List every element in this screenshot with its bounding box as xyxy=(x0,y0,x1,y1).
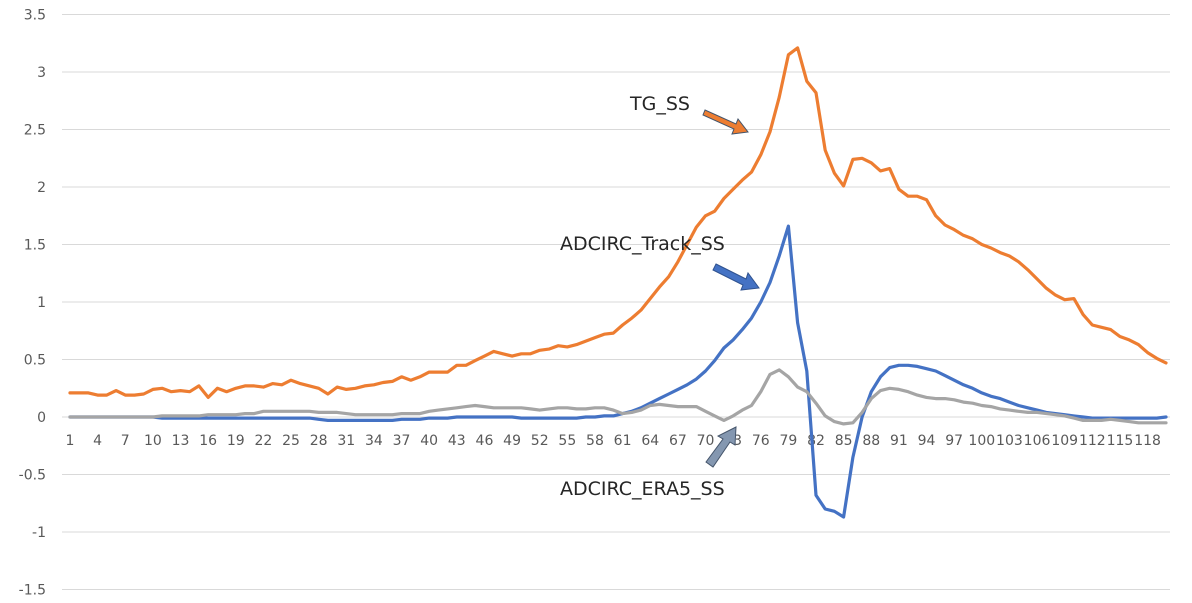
x-tick-label: 109 xyxy=(1051,433,1078,449)
x-tick-label: 115 xyxy=(1107,433,1134,449)
x-tick-label: 43 xyxy=(448,433,466,449)
x-tick-label: 31 xyxy=(337,433,355,449)
x-tick-label: 25 xyxy=(282,433,300,449)
x-tick-label: 97 xyxy=(945,433,963,449)
x-tick-label: 1 xyxy=(66,433,75,449)
x-tick-label: 40 xyxy=(420,433,438,449)
series-line-adcirc-track-ss xyxy=(68,224,1168,519)
x-tick-label: 82 xyxy=(807,433,825,449)
x-tick-label: 61 xyxy=(614,433,632,449)
x-tick-label: 91 xyxy=(890,433,908,449)
annotation-era5-ss: ADCIRC_ERA5_SS xyxy=(560,478,725,500)
annotation-tg-ss: TG_SS xyxy=(629,93,690,115)
x-tick-label: 52 xyxy=(531,433,549,449)
x-tick-label: 79 xyxy=(779,433,797,449)
series-line-tg-ss xyxy=(68,46,1168,399)
x-tick-label: 94 xyxy=(918,433,936,449)
annotation-track-ss: ADCIRC_Track_SS xyxy=(560,233,725,255)
y-tick-label: 1 xyxy=(37,295,46,311)
y-tick-label: 2.5 xyxy=(24,123,46,139)
track-ss-arrow-icon xyxy=(712,263,760,291)
tg-ss-arrow-icon xyxy=(702,109,749,135)
x-tick-label: 22 xyxy=(254,433,272,449)
x-tick-label: 118 xyxy=(1134,433,1161,449)
x-tick-label: 112 xyxy=(1079,433,1106,449)
y-tick-label: -0.5 xyxy=(19,468,46,484)
x-tick-label: 100 xyxy=(968,433,995,449)
era5-ss-arrow-icon xyxy=(705,426,737,468)
x-tick-label: 106 xyxy=(1024,433,1051,449)
y-tick-label: 2 xyxy=(37,180,46,196)
x-tick-label: 28 xyxy=(310,433,328,449)
y-tick-label: 0 xyxy=(37,410,46,426)
gridlines xyxy=(62,14,1170,590)
x-tick-label: 7 xyxy=(121,433,130,449)
x-tick-label: 37 xyxy=(393,433,411,449)
x-tick-label: 67 xyxy=(669,433,687,449)
y-axis-ticks: -1.5 -1 -0.5 0 0.5 1 1.5 2 2.5 3 3.5 xyxy=(19,8,46,599)
x-tick-label: 58 xyxy=(586,433,604,449)
x-tick-label: 76 xyxy=(752,433,770,449)
x-tick-label: 103 xyxy=(996,433,1023,449)
x-tick-label: 70 xyxy=(697,433,715,449)
x-axis-ticks: 1 4 7 10 13 16 19 22 25 28 31 34 37 40 43 46 49 52 55 58 61 6… xyxy=(66,433,1161,449)
y-tick-label: -1.5 xyxy=(19,583,46,599)
x-tick-label: 16 xyxy=(199,433,217,449)
y-tick-label: 3.5 xyxy=(24,8,46,24)
x-tick-label: 34 xyxy=(365,433,383,449)
y-tick-label: -1 xyxy=(32,525,46,541)
series-lines xyxy=(68,46,1168,519)
y-tick-label: 0.5 xyxy=(24,353,46,369)
x-tick-label: 13 xyxy=(172,433,190,449)
x-tick-label: 46 xyxy=(476,433,494,449)
x-tick-label: 85 xyxy=(835,433,853,449)
x-tick-label: 64 xyxy=(641,433,659,449)
x-tick-label: 10 xyxy=(144,433,162,449)
x-tick-label: 19 xyxy=(227,433,245,449)
x-tick-label: 88 xyxy=(862,433,880,449)
annotations: TG_SS ADCIRC_Track_SS ADCIRC_ERA5_SS xyxy=(560,93,760,500)
series-line-adcirc-era5-ss xyxy=(68,368,1168,426)
x-tick-label: 49 xyxy=(503,433,521,449)
x-tick-label: 4 xyxy=(93,433,102,449)
x-tick-label: 55 xyxy=(558,433,576,449)
y-tick-label: 1.5 xyxy=(24,238,46,254)
y-tick-label: 3 xyxy=(37,65,46,81)
